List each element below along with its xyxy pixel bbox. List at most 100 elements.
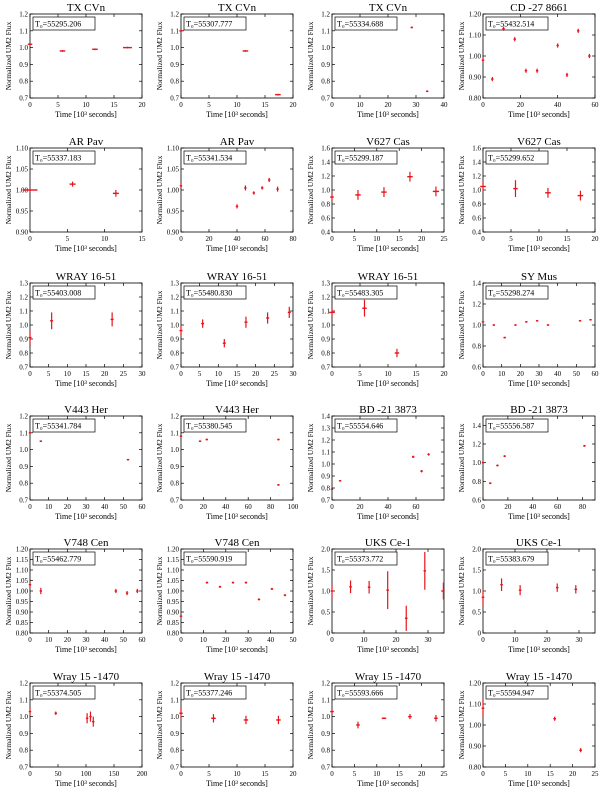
x-axis-label: Time [10³ seconds] bbox=[357, 779, 419, 788]
x-tick-label: 80 bbox=[267, 503, 275, 511]
y-tick-label: 1.2 bbox=[19, 11, 28, 19]
x-axis-label: Time [10³ seconds] bbox=[206, 110, 268, 119]
data-point bbox=[330, 709, 334, 714]
t0-label: T₀=55373.772 bbox=[337, 555, 383, 564]
y-tick-label: 1.0 bbox=[472, 322, 481, 330]
y-axis-label: Normalized UM2 Flux bbox=[457, 21, 466, 90]
x-axis-label: Time [10³ seconds] bbox=[55, 379, 117, 388]
data-point bbox=[69, 181, 76, 187]
x-tick-label: 30 bbox=[83, 636, 91, 644]
y-tick-label: 1.0 bbox=[321, 588, 330, 596]
y-tick-label: 0.80 bbox=[167, 630, 180, 638]
y-tick-label: 0.8 bbox=[321, 350, 330, 358]
y-tick-label: 1.10 bbox=[469, 701, 482, 709]
x-axis-label: Time [10³ seconds] bbox=[508, 110, 570, 119]
y-tick-label: 1.15 bbox=[16, 556, 29, 564]
x-tick-label: 20 bbox=[206, 235, 214, 243]
y-tick-label: 1.0 bbox=[321, 187, 330, 195]
y-tick-label: 1.1 bbox=[321, 27, 330, 35]
panel-9: WRAY 16-51 0 5 10 15 20 25 30 0.7 0.8 0.9 1.0 1.1 1.2… bbox=[4, 271, 146, 388]
y-tick-label: 1.1 bbox=[170, 696, 179, 704]
data-point bbox=[276, 715, 281, 725]
x-tick-label: 20 bbox=[592, 235, 600, 243]
panel-title: V748 Cen bbox=[64, 537, 109, 549]
y-tick-label: 0.8 bbox=[19, 350, 28, 358]
t0-label: T₀=55334.688 bbox=[337, 20, 383, 29]
x-tick-label: 0 bbox=[179, 503, 183, 511]
x-tick-label: 0 bbox=[481, 636, 485, 644]
data-point bbox=[408, 714, 412, 720]
x-tick-label: 60 bbox=[139, 503, 147, 511]
panel-title: WRAY 16-51 bbox=[56, 271, 117, 283]
x-tick-label: 15 bbox=[413, 370, 421, 378]
y-tick-label: 1.2 bbox=[321, 11, 330, 19]
y-tick-label: 0.8 bbox=[19, 480, 28, 488]
x-tick-label: 40 bbox=[554, 370, 562, 378]
y-tick-label: 0.8 bbox=[170, 747, 179, 755]
panel-title: Wray 15 -1470 bbox=[53, 671, 120, 683]
data-point bbox=[432, 186, 440, 197]
data-point bbox=[39, 440, 43, 443]
y-tick-label: 1.2 bbox=[321, 173, 330, 181]
x-tick-label: 0 bbox=[28, 101, 32, 109]
y-tick-label: 0.9 bbox=[19, 61, 28, 69]
y-tick-label: 0.9 bbox=[321, 61, 330, 69]
data-point bbox=[231, 581, 235, 584]
y-axis-label: Normalized UM2 Flux bbox=[4, 290, 13, 359]
data-point bbox=[277, 438, 280, 441]
data-point bbox=[179, 325, 183, 337]
y-tick-label: 1.1 bbox=[19, 696, 28, 704]
y-tick-label: 1.0 bbox=[19, 322, 28, 330]
x-tick-label: 0 bbox=[28, 370, 32, 378]
x-tick-label: 30 bbox=[536, 370, 544, 378]
x-tick-label: 10 bbox=[45, 503, 53, 511]
y-tick-label: 0.9 bbox=[321, 730, 330, 738]
y-tick-label: 1.1 bbox=[321, 308, 330, 316]
t0-box bbox=[183, 285, 247, 300]
x-tick-label: 0 bbox=[179, 770, 183, 778]
x-tick-label: 20 bbox=[357, 503, 365, 511]
x-axis-label: Time [10³ seconds] bbox=[206, 244, 268, 253]
panel-title: V627 Cas bbox=[366, 136, 410, 148]
data-point bbox=[574, 585, 578, 594]
x-tick-label: 10 bbox=[64, 370, 72, 378]
y-tick-label: 1.05 bbox=[16, 166, 29, 174]
x-tick-label: 30 bbox=[139, 370, 147, 378]
y-tick-label: 1.1 bbox=[19, 429, 28, 437]
y-tick-label: 1.0 bbox=[19, 446, 28, 454]
data-point bbox=[535, 68, 539, 73]
data-point bbox=[404, 605, 408, 631]
y-tick-label: 0.90 bbox=[16, 609, 29, 617]
data-point bbox=[126, 458, 130, 461]
data-point bbox=[22, 188, 38, 192]
x-tick-label: 20 bbox=[200, 503, 208, 511]
panel-17: V748 Cen 0 10 20 30 40 50 60 0.80 0.85 0.90 0.95 1.0… bbox=[4, 537, 146, 654]
data-point bbox=[545, 187, 551, 198]
x-tick-label: 20 bbox=[418, 770, 426, 778]
t0-box bbox=[183, 685, 247, 700]
y-tick-label: 0.4 bbox=[472, 229, 481, 237]
x-tick-label: 40 bbox=[234, 235, 242, 243]
data-point bbox=[89, 711, 92, 722]
x-tick-label: 5 bbox=[353, 770, 357, 778]
data-point bbox=[211, 714, 216, 723]
data-point bbox=[578, 320, 582, 322]
t0-label: T₀=55299.652 bbox=[488, 154, 534, 163]
y-tick-label: 0.8 bbox=[321, 747, 330, 755]
x-axis-label: Time [10³ seconds] bbox=[508, 512, 570, 521]
t0-box bbox=[334, 685, 398, 700]
data-point bbox=[125, 591, 129, 596]
x-tick-label: 20 bbox=[441, 370, 449, 378]
data-point bbox=[426, 90, 429, 93]
y-tick-label: 1.0 bbox=[321, 322, 330, 330]
y-tick-label: 0.7 bbox=[321, 497, 330, 505]
y-tick-label: 1.5 bbox=[321, 567, 330, 575]
y-tick-label: 1.2 bbox=[472, 173, 481, 181]
data-point bbox=[434, 714, 438, 722]
y-tick-label: 1.3 bbox=[321, 280, 330, 288]
y-tick-label: 0.7 bbox=[170, 497, 179, 505]
y-tick-label: 1.20 bbox=[469, 11, 482, 19]
x-tick-label: 0 bbox=[481, 503, 485, 511]
panel-6: AR Pav 0 20 40 60 80 0.90 0.95 1.00 1.05 1.10Norma… bbox=[155, 136, 297, 253]
